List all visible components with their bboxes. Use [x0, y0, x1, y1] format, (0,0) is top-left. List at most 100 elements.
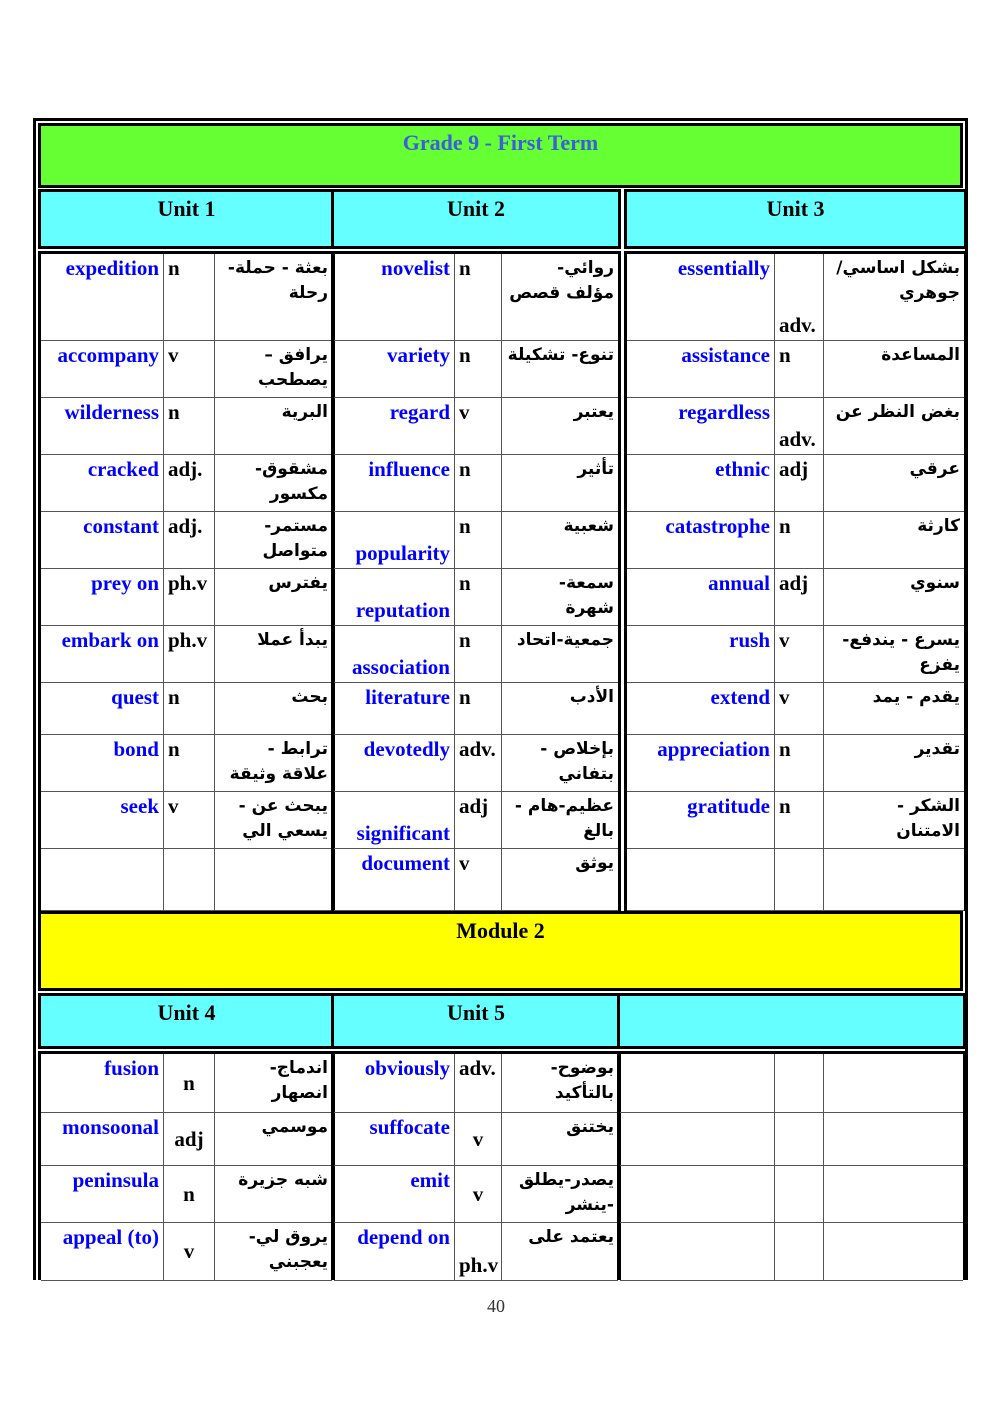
part-of-speech: n [455, 254, 502, 341]
word-text: gratitude [687, 794, 770, 818]
vocab-word: fusion [41, 1054, 164, 1113]
page-number: 40 [487, 1296, 505, 1316]
word-text: devotedly [363, 737, 450, 761]
arabic-meaning: مشقوق- مكسور [215, 455, 332, 512]
word-text: novelist [381, 256, 450, 280]
unit-vocabulary-table: fusion n اندماج- انصهار monsoonal adj موسمي pe… [38, 1051, 335, 1281]
part-of-speech: v [164, 341, 215, 398]
part-of-speech: n [455, 569, 502, 626]
pos-text: v [472, 1126, 484, 1151]
pos-text: n [168, 685, 180, 709]
arabic-meaning: جمعية-اتحاد [502, 626, 618, 683]
pos-text: adj. [168, 514, 203, 538]
part-of-speech: v [455, 398, 502, 455]
part-of-speech: n [455, 683, 502, 735]
pos-text: n [183, 1070, 195, 1095]
unit-vocabulary-table [617, 1051, 966, 1281]
vocab-word: essentially [627, 254, 775, 341]
arabic-meaning: يبحث عن - يسعي الي [215, 792, 332, 849]
part-of-speech: n [164, 683, 215, 735]
word-text: annual [708, 571, 770, 595]
arabic-meaning [824, 849, 964, 911]
vocab-word: gratitude [627, 792, 775, 849]
word-text: embark on [61, 628, 159, 652]
meaning-text: بشكل اساسي/جوهري [836, 258, 960, 303]
vocab-word: regard [334, 398, 455, 455]
word-text: essentially [677, 256, 770, 280]
part-of-speech [775, 849, 824, 911]
pos-text: v [472, 1181, 484, 1206]
vocab-word: monsoonal [41, 1113, 164, 1166]
part-of-speech: adv. [455, 735, 502, 792]
part-of-speech: ph.v [164, 569, 215, 626]
pos-text: adv. [459, 737, 496, 761]
part-of-speech: adv. [775, 398, 824, 455]
meaning-text: موسمي [261, 1117, 329, 1137]
arabic-meaning: تقدير [824, 735, 964, 792]
word-text: influence [368, 457, 450, 481]
pos-text: ph.v [168, 571, 208, 595]
arabic-meaning: كارثة [824, 512, 964, 569]
vocab-word: influence [334, 455, 455, 512]
vocab-word [620, 1223, 775, 1281]
meaning-text: يفترس [268, 573, 328, 593]
part-of-speech: n [775, 341, 824, 398]
vocab-word: rush [627, 626, 775, 683]
word-text: fusion [104, 1056, 159, 1080]
meaning-text: الأدب [569, 687, 614, 707]
arabic-meaning: عظيم-هام - بالغ [502, 792, 618, 849]
vocab-word: bond [41, 735, 164, 792]
arabic-meaning: عرقي [824, 455, 964, 512]
meaning-text: يختنق [566, 1117, 614, 1137]
meaning-text: ترابط - علاقة وثيقة [229, 739, 328, 784]
vocab-word: constant [41, 512, 164, 569]
meaning-text: يقدم - يمد [872, 687, 960, 707]
part-of-speech [775, 1166, 824, 1223]
word-text: peninsula [72, 1168, 159, 1192]
part-of-speech: v [164, 1223, 215, 1281]
pos-text: n [168, 737, 180, 761]
vocab-word: embark on [41, 626, 164, 683]
word-text: regard [389, 400, 450, 424]
unit-header [617, 993, 966, 1049]
part-of-speech: adv. [775, 254, 824, 341]
vocab-word: annual [627, 569, 775, 626]
meaning-text: شبه جزيرة [238, 1170, 328, 1190]
vocab-word: assistance [627, 341, 775, 398]
word-text: regardless [678, 400, 770, 424]
pos-text: adj [779, 571, 809, 595]
arabic-meaning: يعتمد على [502, 1223, 618, 1281]
meaning-text: يبحث عن - يسعي الي [238, 796, 328, 841]
part-of-speech: adj. [164, 512, 215, 569]
vocab-word [627, 849, 775, 911]
arabic-meaning: يرافق – يصطحب [215, 341, 332, 398]
arabic-meaning: شبه جزيرة [215, 1166, 332, 1223]
arabic-meaning: بعثة - حملة- رحلة [215, 254, 332, 341]
part-of-speech: n [775, 735, 824, 792]
pos-text: n [459, 514, 471, 538]
pos-text: v [168, 794, 179, 818]
word-text: literature [365, 685, 450, 709]
meaning-text: يصدر-يطلق -ينشر [518, 1170, 614, 1215]
pos-text: n [183, 1181, 195, 1206]
vocab-word [41, 849, 164, 911]
unit-label: Unit 5 [446, 1000, 506, 1025]
word-text: assistance [681, 343, 770, 367]
vocab-word: popularity [334, 512, 455, 569]
arabic-meaning [215, 849, 332, 911]
part-of-speech: v [164, 792, 215, 849]
part-of-speech: v [455, 849, 502, 911]
arabic-meaning: يروق لي- يعجبني [215, 1223, 332, 1281]
pos-text: n [459, 628, 471, 652]
unit-vocabulary-table: essentially adv. بشكل اساسي/جوهري assistanc… [624, 251, 967, 911]
arabic-meaning [824, 1054, 963, 1113]
arabic-meaning: يسرع - يندفع- يفزع [824, 626, 964, 683]
part-of-speech: adj. [164, 455, 215, 512]
arabic-meaning: سمعة- شهرة [502, 569, 618, 626]
meaning-text: شعبية [563, 516, 614, 536]
vocab-word: accompany [41, 341, 164, 398]
arabic-meaning: روائي- مؤلف قصص [502, 254, 618, 341]
pos-text: adj [174, 1126, 204, 1151]
meaning-text: عرقي [909, 459, 960, 479]
word-text: prey on [91, 571, 159, 595]
